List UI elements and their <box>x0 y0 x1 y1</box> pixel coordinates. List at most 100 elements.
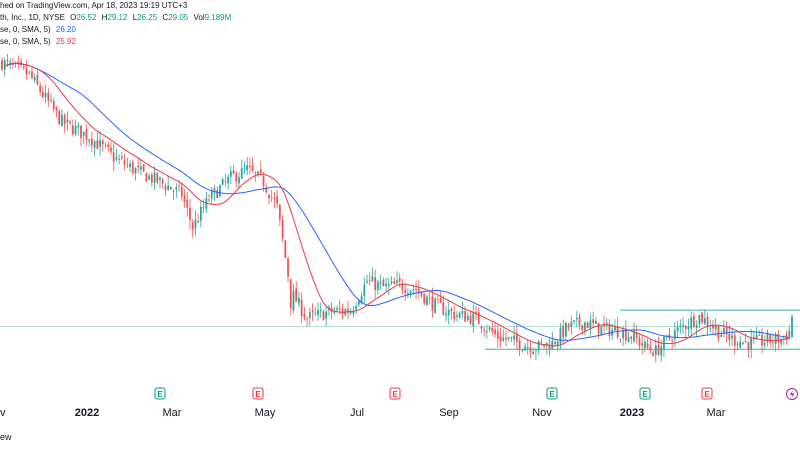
candle <box>131 159 134 176</box>
candle <box>682 317 684 334</box>
candle <box>733 331 736 355</box>
candle <box>295 281 298 302</box>
svg-text:E: E <box>704 390 710 399</box>
candle <box>507 337 510 342</box>
candle <box>50 93 52 104</box>
low-label: L <box>132 13 138 22</box>
earnings-marker[interactable]: E <box>154 387 166 400</box>
candle <box>251 157 254 173</box>
candle <box>515 325 518 351</box>
candle <box>600 326 603 336</box>
candle <box>559 323 562 350</box>
candle <box>693 312 695 329</box>
candle <box>221 177 224 186</box>
candle <box>752 330 755 345</box>
symbol-text: th, Inc., 1D, NYSE <box>0 13 65 22</box>
candle <box>616 317 619 340</box>
candle <box>74 119 77 137</box>
candle <box>654 339 657 363</box>
candle <box>586 321 589 329</box>
candle <box>58 109 61 126</box>
candle <box>259 160 262 177</box>
candle <box>377 279 379 295</box>
candle <box>52 97 55 113</box>
sma-slow-legend[interactable]: se, 0, SMA, 5) 26.20 <box>0 25 76 34</box>
candle <box>104 142 107 149</box>
candle <box>140 159 142 176</box>
candle <box>652 350 654 357</box>
sma-slow-value: 26.20 <box>55 25 76 34</box>
lightning-icon[interactable] <box>786 388 798 400</box>
sma-fast-legend[interactable]: se, 0, SMA, 5) 25.92 <box>0 37 76 46</box>
candle <box>788 325 791 340</box>
candle <box>393 276 396 285</box>
candle <box>322 309 325 321</box>
candle <box>723 320 725 338</box>
candle <box>772 334 774 349</box>
earnings-marker[interactable]: E <box>639 387 651 400</box>
candle <box>649 339 652 355</box>
candle <box>142 164 145 173</box>
candle <box>396 271 398 287</box>
sma-fast-value: 25.92 <box>55 37 76 46</box>
candle <box>791 314 793 338</box>
candle <box>592 311 595 327</box>
candle <box>61 109 63 128</box>
candle <box>254 171 257 182</box>
candle <box>766 329 769 347</box>
candle <box>780 337 782 348</box>
svg-text:E: E <box>255 390 261 399</box>
candle <box>502 329 505 343</box>
candle <box>148 173 150 181</box>
candle <box>17 55 20 70</box>
candle <box>240 159 243 180</box>
candle <box>706 312 709 336</box>
candle <box>627 331 630 343</box>
volume-value: 9.189M <box>204 13 232 22</box>
candle <box>249 157 251 175</box>
candle <box>22 64 25 71</box>
candle <box>690 311 693 337</box>
candle <box>183 189 186 208</box>
candle <box>303 306 306 321</box>
candle <box>36 69 39 86</box>
candle <box>742 341 744 346</box>
candle <box>232 164 235 175</box>
candle <box>314 306 317 317</box>
candle <box>728 324 731 347</box>
candle <box>567 322 570 332</box>
candle <box>545 342 548 355</box>
candle <box>172 188 175 201</box>
candle <box>622 326 624 347</box>
candle <box>224 173 227 188</box>
candle <box>679 319 682 334</box>
x-tick-label: 2023 <box>620 407 644 419</box>
candle <box>614 319 616 331</box>
candle <box>93 140 96 157</box>
x-tick-label: 2022 <box>75 407 99 419</box>
candle <box>491 322 494 336</box>
candle <box>494 321 496 338</box>
candle <box>521 348 524 353</box>
low-value: 26.25 <box>137 13 158 22</box>
close-label: C <box>162 13 169 22</box>
candle <box>126 157 129 169</box>
earnings-marker[interactable]: E <box>546 387 558 400</box>
candle <box>355 302 358 314</box>
earnings-marker[interactable]: E <box>389 387 401 400</box>
candle <box>578 313 581 331</box>
high-label: H <box>101 13 108 22</box>
candle <box>300 292 303 324</box>
candle <box>298 291 300 308</box>
earnings-marker[interactable]: E <box>252 387 264 400</box>
candle <box>205 191 208 213</box>
candle <box>77 121 80 136</box>
candle <box>657 336 660 357</box>
candle <box>619 338 622 343</box>
candle <box>85 124 88 147</box>
candle <box>112 143 115 171</box>
candle <box>82 131 85 145</box>
earnings-marker[interactable]: E <box>701 387 713 400</box>
